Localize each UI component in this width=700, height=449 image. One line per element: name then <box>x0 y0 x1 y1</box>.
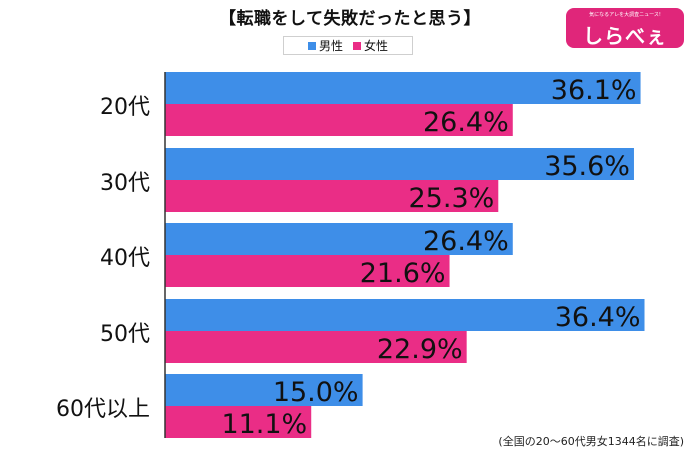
data-label-female-0: 26.4% <box>423 107 509 138</box>
legend-swatch-male <box>307 41 316 50</box>
legend: 男性 女性 <box>283 36 413 55</box>
data-label-female-3: 22.9% <box>377 334 463 365</box>
data-label-female-4: 11.1% <box>221 409 307 440</box>
data-label-male-0: 36.1% <box>551 75 637 106</box>
logo-name: しらべぇ <box>583 24 667 48</box>
legend-item-male: 男性 <box>307 37 343 54</box>
bar-male-3 <box>165 299 645 331</box>
data-label-male-1: 35.6% <box>544 151 630 182</box>
bar-female-3 <box>165 331 467 363</box>
chart-title: 【転職をして失敗だったと思う】 <box>219 9 481 29</box>
data-label-male-4: 15.0% <box>273 377 359 408</box>
bar-female-0 <box>165 104 513 136</box>
site-logo: 気になるアレを大調査ニュース! しらべぇ <box>566 8 684 48</box>
legend-item-female: 女性 <box>353 37 388 54</box>
category-label-3: 50代 <box>100 322 150 347</box>
bar-female-1 <box>165 180 499 212</box>
logo-tagline: 気になるアレを大調査ニュース! <box>589 12 661 18</box>
legend-label-male: 男性 <box>318 39 343 53</box>
data-label-male-2: 26.4% <box>423 226 509 257</box>
data-label-female-2: 21.6% <box>360 258 446 289</box>
category-label-1: 30代 <box>100 171 150 196</box>
bar-female-4 <box>165 406 312 438</box>
data-label-male-3: 36.4% <box>555 302 641 333</box>
survey-note: (全国の20～60代男女1344名に調査) <box>498 435 684 448</box>
category-label-0: 20代 <box>100 95 150 120</box>
category-label-4: 60代以上 <box>56 397 150 422</box>
bar-male-1 <box>165 148 634 180</box>
bar-male-4 <box>165 374 363 406</box>
legend-swatch-female <box>353 41 361 50</box>
bar-male-2 <box>165 223 513 255</box>
bar-chart: 36.1%26.4%20代35.6%25.3%30代26.4%21.6%40代3… <box>56 72 645 440</box>
bar-female-2 <box>165 255 450 287</box>
data-label-female-1: 25.3% <box>409 183 495 214</box>
legend-label-female: 女性 <box>364 39 389 53</box>
category-label-2: 40代 <box>100 246 150 271</box>
bar-male-0 <box>165 72 641 104</box>
